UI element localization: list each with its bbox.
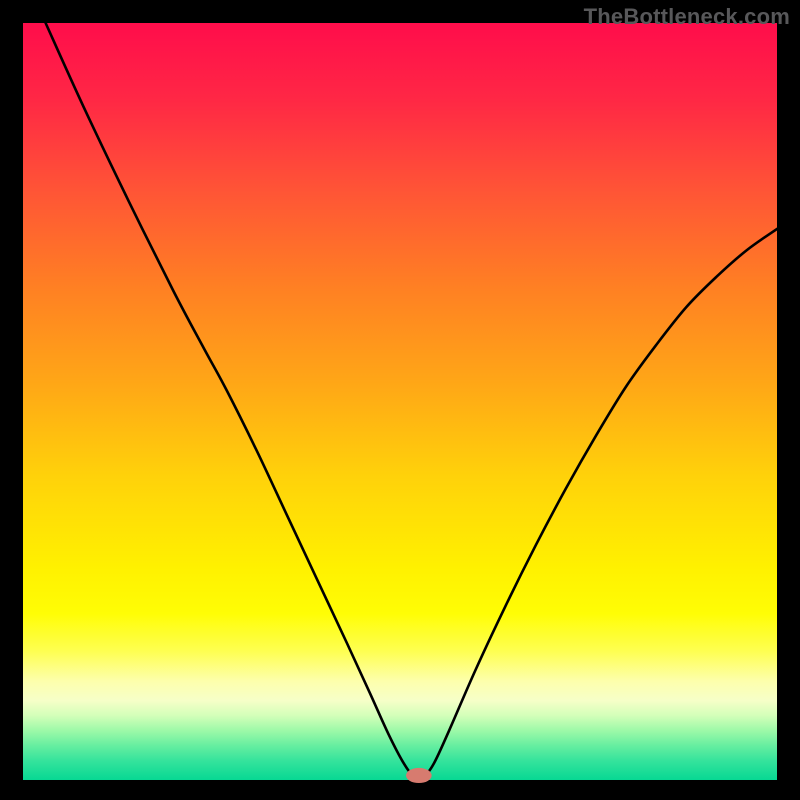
chart-frame: TheBottleneck.com — [0, 0, 800, 800]
chart-svg — [0, 0, 800, 800]
minimum-marker — [406, 768, 432, 783]
plot-background — [23, 23, 777, 780]
watermark-text: TheBottleneck.com — [584, 4, 790, 30]
